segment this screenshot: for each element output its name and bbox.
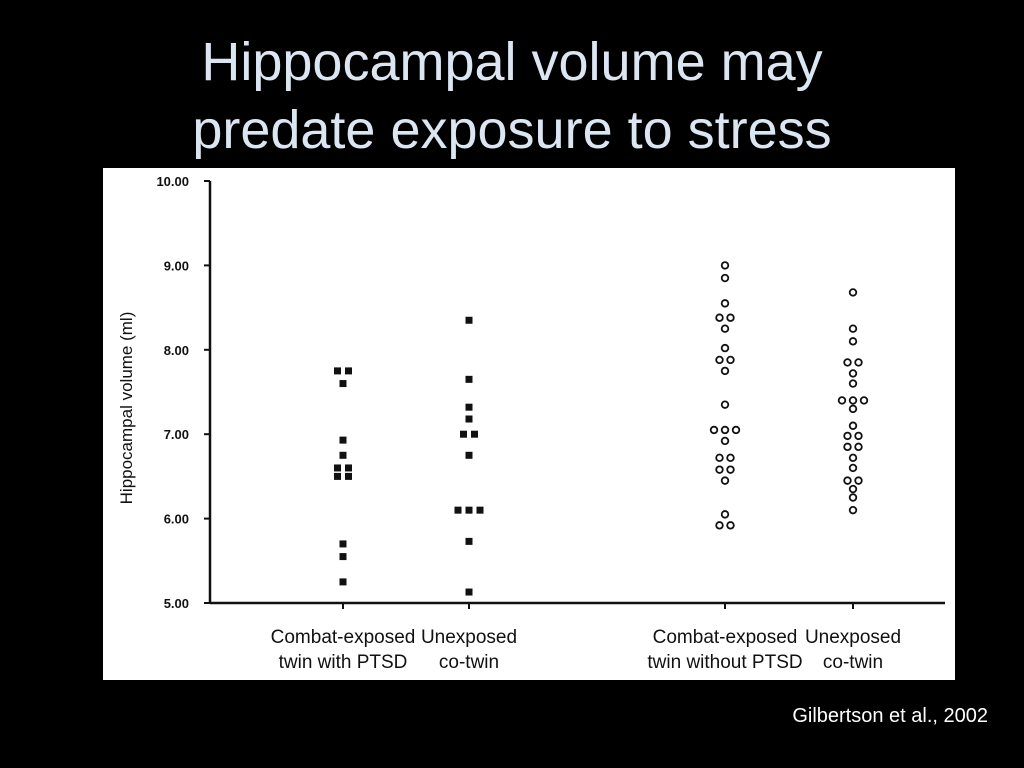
- data-point: [726, 521, 735, 530]
- data-point: [715, 453, 724, 463]
- data-point: [465, 451, 473, 459]
- data-point: [339, 451, 347, 459]
- data-point: [726, 465, 735, 474]
- category-label: co-twin: [439, 652, 499, 673]
- scatter-chart: 5.00 6.00 7.00 8.00 9.00 10.00 Combat-exposed…: [117, 174, 945, 673]
- data-point: [334, 367, 341, 375]
- data-point: [345, 464, 352, 472]
- data-point: [720, 273, 730, 283]
- y-axis-label: Hippocampal volume (ml): [117, 312, 136, 505]
- data-point: [848, 337, 858, 346]
- category-label: Combat-exposed: [653, 627, 798, 648]
- data-point: [848, 453, 858, 463]
- data-point: [843, 476, 852, 485]
- data-point: [843, 442, 852, 452]
- y-tick-label: 9.00: [164, 258, 189, 273]
- citation: Gilbertson et al., 2002: [792, 705, 988, 727]
- data-point: [720, 324, 730, 333]
- data-point: [339, 553, 347, 561]
- data-point: [726, 355, 735, 365]
- data-point: [726, 313, 735, 322]
- y-tick-label: 8.00: [164, 343, 189, 358]
- category-label: Unexposed: [421, 627, 517, 648]
- data-point: [715, 465, 724, 474]
- axes: [208, 181, 945, 605]
- data-point: [334, 472, 341, 480]
- data-point: [843, 358, 852, 367]
- data-point: [465, 537, 473, 545]
- data-point: [726, 453, 735, 463]
- data-point: [848, 404, 858, 414]
- data-point: [339, 436, 347, 444]
- data-point: [720, 343, 730, 353]
- data-point: [720, 436, 730, 446]
- data-points: [334, 261, 869, 596]
- data-point: [859, 396, 869, 405]
- data-point: [465, 403, 473, 411]
- data-point: [345, 472, 352, 480]
- data-point: [465, 506, 473, 514]
- y-tick-label: 5.00: [164, 596, 189, 611]
- data-point: [465, 316, 473, 324]
- data-point: [731, 425, 741, 435]
- data-point: [720, 366, 730, 376]
- data-point: [720, 299, 730, 308]
- data-point: [720, 425, 730, 435]
- slide-title-line-2: predate exposure to stress: [192, 100, 832, 160]
- data-point: [476, 506, 484, 514]
- category-label: twin with PTSD: [279, 652, 408, 673]
- data-point: [854, 442, 863, 452]
- slide-title: Hippocampal volume may predate exposure …: [0, 28, 1024, 164]
- data-point: [854, 431, 863, 441]
- data-point: [843, 431, 852, 441]
- data-point: [339, 540, 347, 548]
- data-point: [465, 415, 473, 423]
- data-point: [715, 313, 724, 322]
- data-point: [720, 261, 730, 270]
- data-point: [345, 367, 352, 375]
- data-point: [471, 430, 478, 438]
- data-point: [848, 288, 858, 297]
- data-point: [848, 463, 858, 473]
- data-point: [709, 425, 719, 435]
- data-point: [848, 505, 858, 515]
- data-point: [334, 464, 341, 472]
- category-label: co-twin: [823, 652, 883, 673]
- data-point: [465, 375, 473, 383]
- category-labels: Combat-exposed twin with PTSD Unexposed co-…: [271, 603, 901, 673]
- data-point: [715, 521, 724, 530]
- category-label: twin without PTSD: [647, 652, 802, 673]
- data-point: [454, 506, 462, 514]
- data-point: [848, 396, 858, 405]
- data-point: [837, 396, 847, 405]
- data-point: [848, 324, 858, 333]
- data-point: [460, 430, 467, 438]
- y-tick-label: 10.00: [156, 174, 189, 189]
- data-point: [715, 355, 724, 365]
- data-point: [848, 421, 858, 430]
- data-point: [720, 476, 730, 485]
- category-label: Combat-exposed: [271, 627, 416, 648]
- y-tick-label: 7.00: [164, 427, 189, 442]
- data-point: [720, 510, 730, 519]
- data-point: [720, 400, 730, 409]
- data-point: [854, 358, 863, 367]
- data-point: [848, 484, 858, 494]
- data-point: [339, 578, 347, 586]
- data-point: [848, 379, 858, 388]
- data-point: [848, 369, 858, 378]
- data-point: [465, 588, 473, 596]
- data-point: [848, 493, 858, 502]
- category-label: Unexposed: [805, 627, 901, 648]
- data-point: [339, 380, 347, 388]
- data-point: [854, 476, 863, 485]
- y-tick-label: 6.00: [164, 512, 189, 527]
- plot-panel: 5.00 6.00 7.00 8.00 9.00 10.00 Combat-exposed…: [103, 168, 955, 680]
- slide-title-line-1: Hippocampal volume may: [201, 32, 823, 92]
- y-ticks: 5.00 6.00 7.00 8.00 9.00 10.00: [156, 174, 210, 611]
